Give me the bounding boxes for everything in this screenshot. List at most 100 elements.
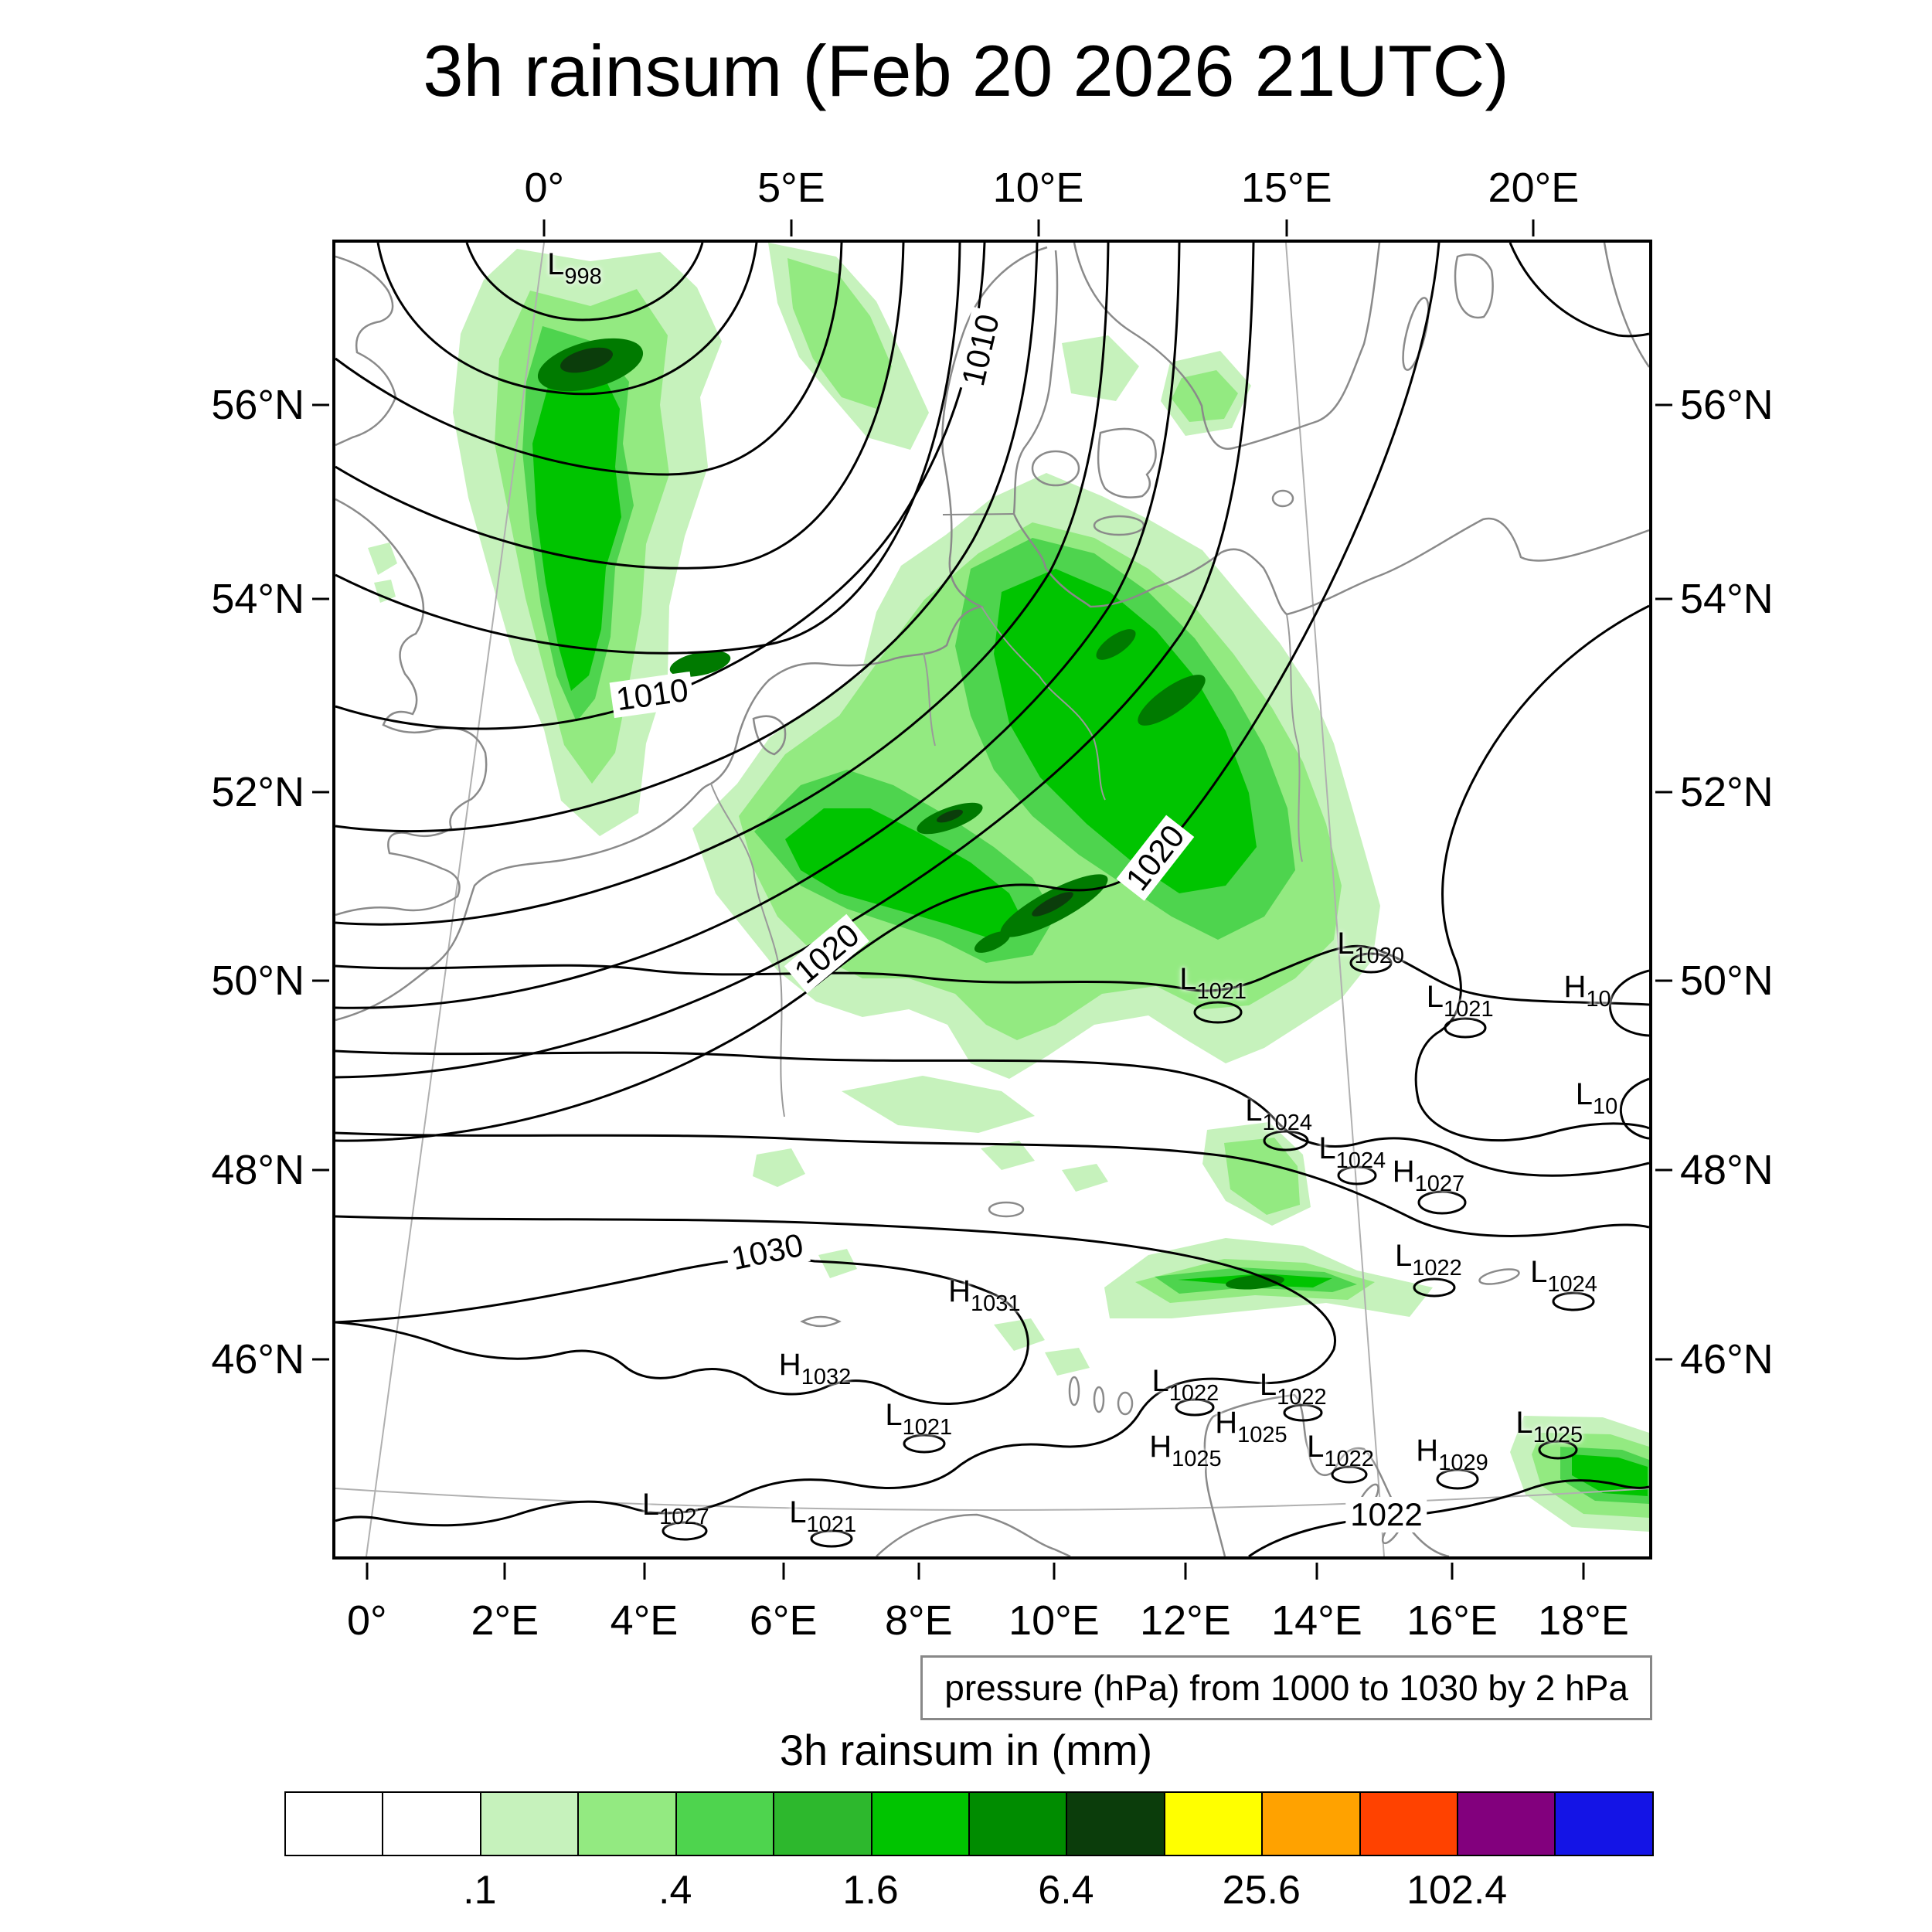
axis-tick-left bbox=[312, 597, 329, 600]
axis-tick-left bbox=[312, 1168, 329, 1172]
map-svg bbox=[335, 243, 1649, 1556]
axis-tick-top bbox=[1037, 219, 1039, 236]
axis-tick-label-right: 56°N bbox=[1680, 381, 1774, 428]
axis-tick-left bbox=[312, 791, 329, 794]
colorbar-box bbox=[479, 1791, 580, 1856]
axis-tick-bottom bbox=[917, 1563, 920, 1580]
pressure-letter: H bbox=[778, 1348, 801, 1383]
axis-tick-label-bottom: 2°E bbox=[471, 1597, 539, 1644]
axis-tick-label-right: 50°N bbox=[1680, 957, 1774, 1005]
pressure-value: 1025 bbox=[1532, 1422, 1583, 1447]
pressure-letter: H bbox=[1392, 1155, 1415, 1189]
axis-tick-label-top: 10°E bbox=[992, 165, 1084, 211]
pressure-value: 1022 bbox=[1324, 1446, 1374, 1471]
axis-tick-label-bottom: 12°E bbox=[1140, 1597, 1231, 1644]
graticule bbox=[335, 243, 1649, 1556]
colorbar-box bbox=[675, 1791, 775, 1856]
pressure-letter: L bbox=[1515, 1405, 1533, 1440]
pressure-letter: H bbox=[948, 1274, 971, 1308]
colorbar-box bbox=[1163, 1791, 1264, 1856]
pressure-letter: L bbox=[1245, 1093, 1263, 1128]
pressure-letter: L bbox=[1426, 980, 1444, 1015]
pressure-letter: H bbox=[1563, 969, 1587, 1004]
pressure-center-low: L1022 bbox=[1152, 1363, 1219, 1406]
pressure-center-high: H10 bbox=[1564, 969, 1611, 1012]
pressure-value: 1020 bbox=[1354, 943, 1404, 968]
axis-tick-label-bottom: 8°E bbox=[884, 1597, 953, 1644]
pressure-center-low: L1022 bbox=[1395, 1239, 1462, 1281]
axis-tick-label-left: 46°N bbox=[211, 1336, 304, 1383]
colorbar-box bbox=[1359, 1791, 1459, 1856]
pressure-value: 1021 bbox=[1196, 978, 1247, 1004]
axis-tick-left bbox=[312, 403, 329, 406]
axis-tick-label-left: 54°N bbox=[211, 575, 304, 622]
axis-tick-right bbox=[1655, 979, 1672, 982]
pressure-value: 998 bbox=[564, 264, 602, 289]
axis-tick-top bbox=[1285, 219, 1288, 236]
axis-tick-label-top: 20°E bbox=[1488, 165, 1580, 211]
pressure-value: 1022 bbox=[1168, 1380, 1219, 1406]
pressure-value: 1025 bbox=[1237, 1422, 1287, 1447]
pressure-center-high: H1025 bbox=[1149, 1429, 1221, 1471]
colorbar-box bbox=[773, 1791, 872, 1856]
axis-tick-bottom bbox=[366, 1563, 369, 1580]
pressure-value: 1021 bbox=[806, 1512, 857, 1537]
pressure-letter: H bbox=[1416, 1433, 1439, 1468]
axis-tick-right bbox=[1655, 1358, 1672, 1361]
pressure-center-high: H1025 bbox=[1215, 1406, 1287, 1448]
pressure-center-low: L1021 bbox=[1427, 980, 1494, 1022]
pressure-center-low: L1024 bbox=[1245, 1093, 1312, 1135]
pressure-value: 10 bbox=[1592, 1094, 1618, 1119]
rain-shading bbox=[368, 243, 1649, 1532]
axis-tick-label-bottom: 4°E bbox=[610, 1597, 679, 1644]
pressure-letter: H bbox=[1215, 1405, 1238, 1440]
colorbar-boxes bbox=[284, 1791, 1654, 1856]
colorbar-box bbox=[577, 1791, 677, 1856]
colorbar-tick-label: .1 bbox=[463, 1868, 497, 1913]
pressure-value: 10 bbox=[1586, 986, 1611, 1012]
colorbar-labels: .1 .4 1.6 6.4 25.6 102.4 bbox=[284, 1867, 1652, 1917]
colorbar-tick-label: 1.6 bbox=[842, 1868, 899, 1913]
pressure-value: 1032 bbox=[801, 1365, 852, 1390]
colorbar-tick-label: 6.4 bbox=[1038, 1868, 1094, 1913]
pressure-center-low: L1024 bbox=[1318, 1131, 1386, 1174]
pressure-letter: L bbox=[1259, 1367, 1277, 1402]
axis-tick-left bbox=[312, 979, 329, 982]
pressure-value: 1024 bbox=[1335, 1148, 1386, 1173]
colorbar-tick-label: 25.6 bbox=[1222, 1868, 1301, 1913]
pressure-center-low: L1022 bbox=[1260, 1368, 1327, 1410]
axis-tick-bottom bbox=[1451, 1563, 1454, 1580]
pressure-center-low: L1021 bbox=[789, 1495, 856, 1537]
axis-tick-left bbox=[312, 1358, 329, 1361]
axis-tick-bottom bbox=[1184, 1563, 1187, 1580]
pressure-value: 1025 bbox=[1172, 1446, 1222, 1471]
pressure-letter: L bbox=[547, 247, 565, 281]
pressure-center-low: L998 bbox=[547, 247, 602, 289]
pressure-center-low: L10 bbox=[1576, 1077, 1618, 1120]
colorbar-tick-label: 102.4 bbox=[1406, 1868, 1508, 1913]
pressure-center-low: L1021 bbox=[1179, 961, 1247, 1004]
axis-tick-label-top: 0° bbox=[524, 165, 565, 211]
pressure-letter: L bbox=[1530, 1254, 1548, 1289]
pressure-letter: L bbox=[1395, 1238, 1413, 1273]
axis-tick-right bbox=[1655, 791, 1672, 794]
colorbar-box bbox=[968, 1791, 1068, 1856]
pressure-letter: L bbox=[641, 1487, 660, 1522]
axis-tick-bottom bbox=[643, 1563, 645, 1580]
pressure-center-high: H1029 bbox=[1416, 1434, 1488, 1476]
pressure-caption-box: pressure (hPa) from 1000 to 1030 by 2 hP… bbox=[920, 1655, 1652, 1720]
axis-tick-label-bottom: 0° bbox=[346, 1597, 387, 1644]
axis-tick-bottom bbox=[1582, 1563, 1585, 1580]
pressure-value: 1024 bbox=[1262, 1110, 1312, 1135]
pressure-center-low: L1020 bbox=[1337, 926, 1404, 968]
colorbar-title: 3h rainsum in (mm) bbox=[779, 1726, 1153, 1774]
pressure-value: 1027 bbox=[1414, 1172, 1465, 1197]
pressure-letter: L bbox=[1179, 961, 1197, 996]
pressure-center-low: L1025 bbox=[1515, 1406, 1583, 1448]
axis-tick-bottom bbox=[503, 1563, 506, 1580]
pressure-contours bbox=[335, 243, 1649, 1556]
axis-tick-label-left: 48°N bbox=[211, 1147, 304, 1194]
axis-tick-right bbox=[1655, 1168, 1672, 1172]
pressure-letter: L bbox=[885, 1397, 903, 1432]
